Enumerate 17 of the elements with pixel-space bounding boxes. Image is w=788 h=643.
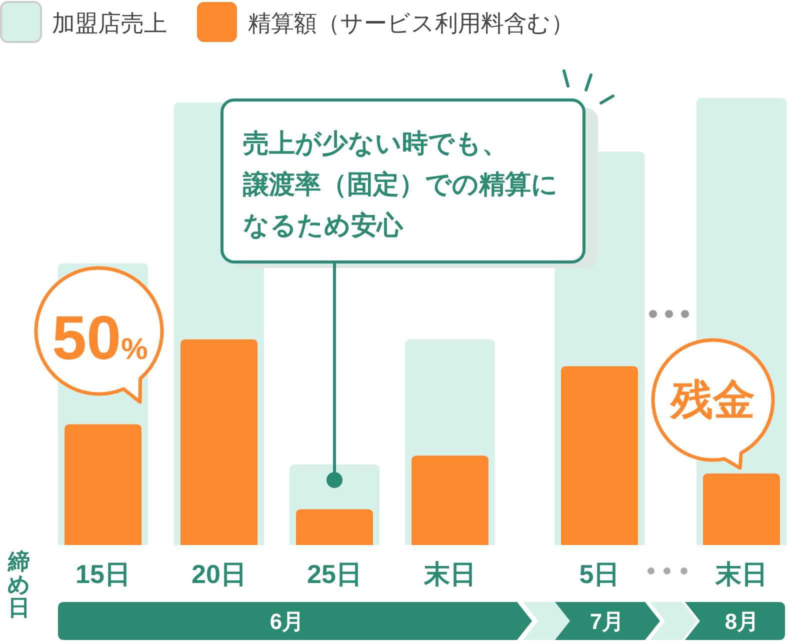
legend-item: 精算額（サービス利用料含む）	[197, 2, 574, 42]
legend-item: 加盟店売上	[0, 1, 167, 43]
x-tick-label: 25日	[307, 559, 362, 589]
x-tick-label: 15日	[76, 559, 130, 589]
x-tick-label: 末日	[423, 559, 476, 589]
text: 7月	[590, 609, 624, 634]
x-tick-label: 5日	[579, 559, 620, 589]
text: 6月	[270, 609, 304, 634]
annotation: 売上が少ない時でも、譲渡率（固定）での精算になるため安心	[242, 128, 558, 240]
annotation: 50%	[52, 304, 148, 373]
text: 8月	[724, 609, 760, 634]
annotation: 残金	[669, 376, 755, 423]
x-tick-label: 20日	[192, 559, 246, 589]
text: 締め日	[7, 549, 30, 620]
x-tick-label: 末日	[714, 559, 768, 589]
legend-label: 精算額（サービス利用料含む）	[248, 10, 574, 36]
legend-label: 加盟店売上	[52, 10, 167, 36]
